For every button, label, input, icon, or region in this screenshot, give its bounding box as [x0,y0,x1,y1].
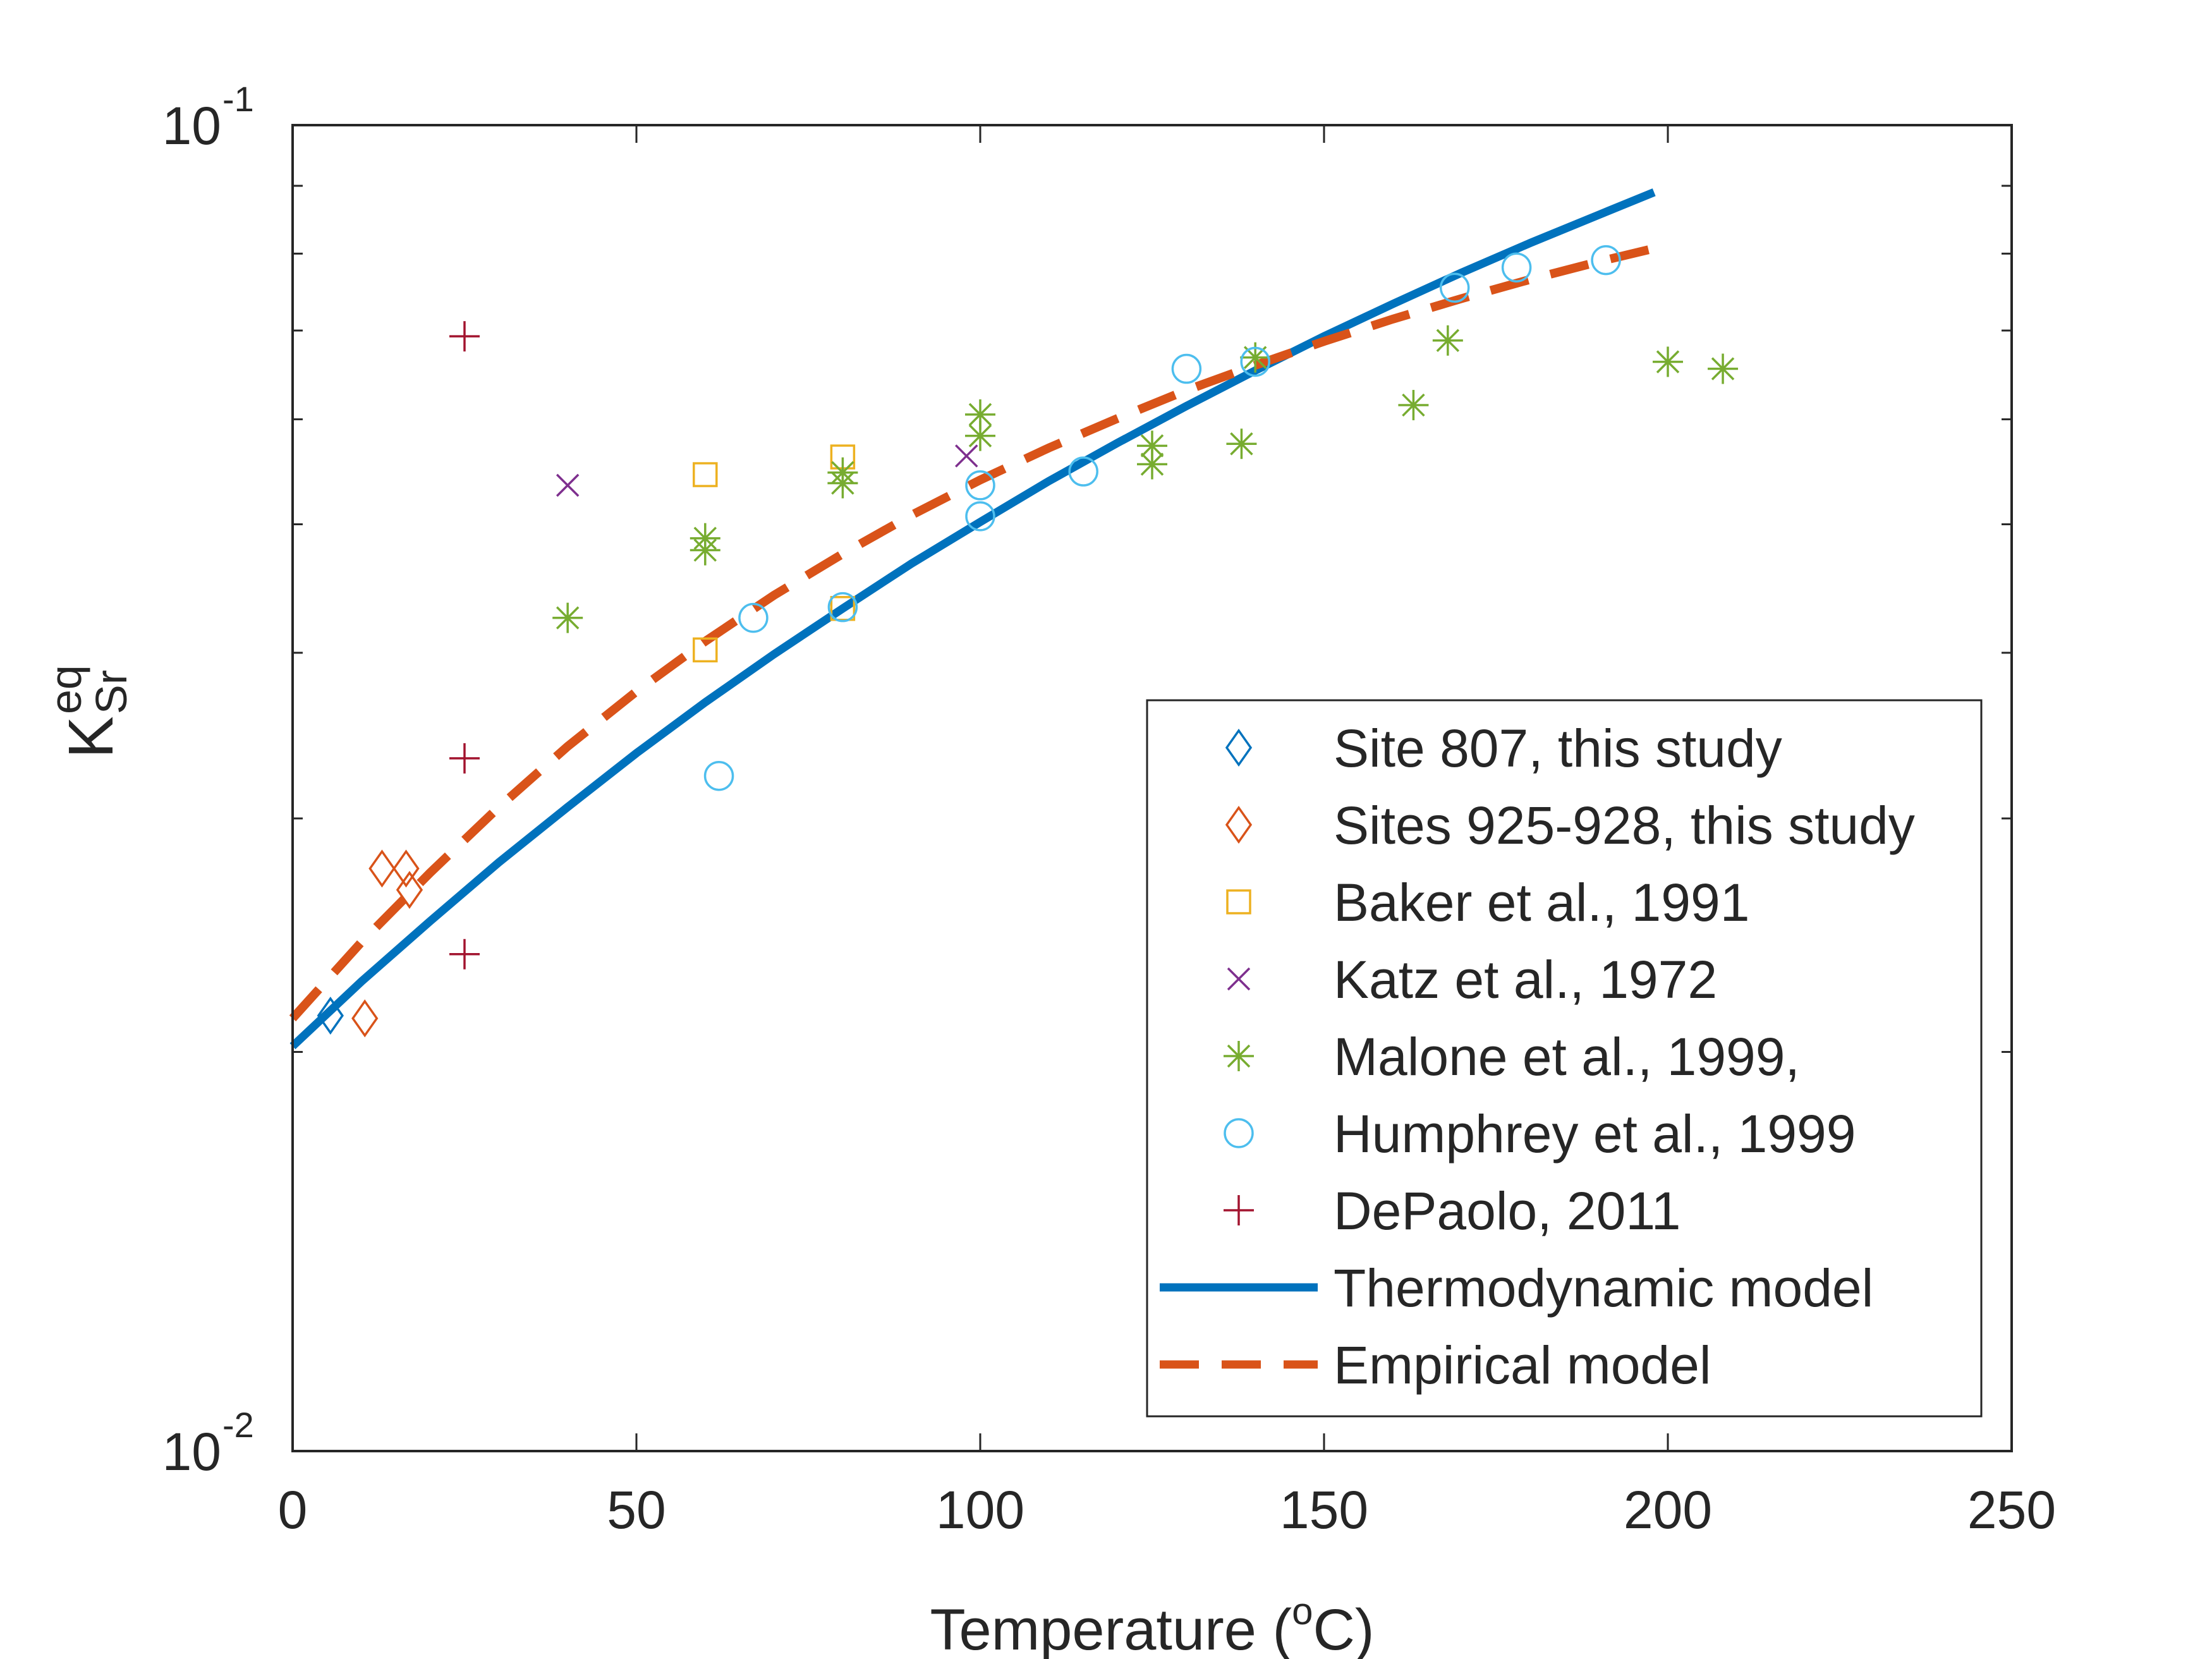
marker-diamond [317,997,344,1035]
y-tick-exponent: -1 [222,79,254,119]
legend-entry: Malone et al., 1999, [1224,1027,1800,1086]
marker-asterisk [1708,353,1739,384]
y-tick-base: 10 [162,96,221,155]
y-axis-title-sup: eq [41,665,90,714]
legend-entry: DePaolo, 2011 [1224,1181,1681,1241]
legend-box [1146,699,1983,1418]
marker-square [830,596,856,621]
marker-circle [1171,353,1202,384]
legend: Site 807, this study Sites 925-928, this … [1146,699,1983,1418]
marker-plus [449,939,480,969]
marker-asterisk [1432,325,1463,356]
marker-circle [1591,245,1621,276]
x-tick-label: 0 [278,1480,308,1540]
marker-circle [703,760,734,791]
marker-x [556,473,580,497]
legend-entry: Empirical model [1160,1335,1711,1395]
legend-symbol-x [1227,967,1251,991]
marker-diamond [351,999,379,1038]
marker-square [693,462,718,487]
marker-circle [1439,272,1470,303]
legend-symbol-diamond [1225,805,1253,844]
marker-diamond [396,870,423,909]
legend-symbol-asterisk [1224,1041,1254,1071]
marker-asterisk [552,602,583,633]
marker-asterisk [690,535,720,566]
x-axis-title-main: Temperature ( [930,1598,1292,1659]
y-tick-base: 10 [162,1422,221,1481]
y-axis-title-main: K [56,716,126,758]
x-tick-label: 100 [936,1480,1024,1540]
legend-label: Katz et al., 1972 [1334,950,1717,1009]
line-empirical-model [289,240,1669,1021]
marker-plus [449,743,480,774]
legend-entry: Sites 925-928, this study [1225,796,1915,855]
x-tick-label: 200 [1624,1480,1712,1540]
marker-circle [965,501,995,532]
marker-square [693,637,718,663]
x-tick-label: 150 [1280,1480,1368,1540]
legend-symbol-plus [1224,1195,1254,1225]
legend-label: Malone et al., 1999, [1334,1027,1800,1086]
marker-circle [1068,456,1098,487]
legend-label: DePaolo, 2011 [1334,1181,1681,1241]
marker-asterisk [1653,346,1683,377]
marker-circle [1240,346,1270,377]
legend-label: Site 807, this study [1334,719,1782,778]
legend-label: Thermodynamic model [1334,1258,1873,1318]
model-lines [289,188,1669,1050]
legend-symbol-diamond [1225,728,1253,767]
legend-label: Baker et al., 1991 [1334,873,1749,932]
legend-symbol-square [1226,889,1251,915]
marker-diamond [392,849,420,888]
axis-ticks [291,124,2013,1452]
x-tick-labels: 0 50 100 150 200 250 [278,1480,2056,1540]
marker-asterisk [965,420,995,451]
marker-asterisk [1226,428,1257,459]
legend-entry: Katz et al., 1972 [1227,950,1717,1009]
marker-asterisk [827,468,858,499]
legend-entry: Site 807, this study [1225,719,1782,778]
legend-entry: Baker et al., 1991 [1226,873,1749,932]
marker-circle [1501,252,1532,283]
data-markers [317,245,1739,1038]
marker-x [955,444,978,468]
y-axis-title: KeqSr [41,665,136,758]
y-tick-label: 10 [162,96,221,155]
x-axis-title: Temperature (oC) [930,1590,1374,1659]
legend-symbol-circle [1224,1118,1254,1148]
legend-entry: Humphrey et al., 1999 [1224,1104,1856,1164]
line-thermodynamic-model [289,188,1656,1050]
legend-label: Empirical model [1334,1335,1711,1395]
y-tick-label: 10 [162,1422,221,1481]
marker-asterisk [1398,389,1429,420]
marker-circle [827,592,858,623]
plot-area-frame [291,124,2013,1452]
y-tick-labels: 10-210-1 [162,79,254,1481]
x-axis-title-end: C) [1313,1598,1374,1659]
marker-asterisk [1137,449,1167,480]
legend-entry: Thermodynamic model [1160,1258,1873,1318]
legend-label: Humphrey et al., 1999 [1334,1104,1856,1164]
x-axis-title-sup: o [1292,1590,1313,1632]
marker-circle [965,470,995,501]
marker-plus [449,321,480,352]
marker-diamond [368,849,396,888]
y-axis-title-sub: Sr [87,670,136,714]
x-tick-label: 50 [607,1480,665,1540]
y-tick-exponent: -2 [222,1405,254,1445]
legend-label: Sites 925-928, this study [1334,796,1915,855]
x-tick-label: 250 [1967,1480,2056,1540]
marker-circle [738,602,769,633]
